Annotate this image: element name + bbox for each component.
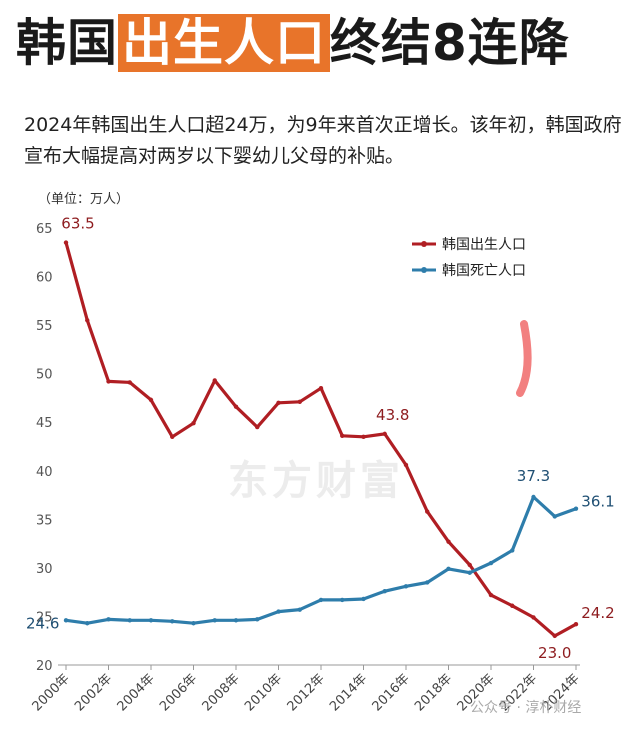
y-tick-label: 65 bbox=[36, 222, 53, 237]
death-point bbox=[552, 514, 557, 519]
death-point bbox=[361, 596, 366, 602]
y-tick-label: 50 bbox=[36, 368, 53, 383]
birth-point bbox=[382, 431, 387, 437]
data-label: 37.3 bbox=[517, 467, 550, 485]
birth-point bbox=[276, 400, 281, 405]
unit-label: （单位：万人） bbox=[38, 192, 130, 207]
title-part2: 终结8连降 bbox=[330, 14, 570, 72]
x-tick-label: 2012年 bbox=[285, 671, 328, 714]
subtitle: 2024年韩国出生人口超24万，为9年来首次正增长。该年初，韩国政府宣布大幅提高… bbox=[24, 114, 622, 167]
death-point bbox=[127, 618, 132, 623]
birth-point bbox=[127, 380, 132, 385]
birth-point bbox=[446, 539, 451, 544]
footer-watermark: 公众号 · 淳朴财经 bbox=[470, 700, 582, 716]
x-tick-label: 2000年 bbox=[30, 671, 73, 714]
death-point bbox=[446, 566, 451, 572]
death-point bbox=[573, 506, 579, 511]
death-point bbox=[212, 618, 217, 623]
data-label: 63.5 bbox=[61, 215, 94, 233]
legend-marker bbox=[421, 267, 427, 273]
birth-point bbox=[488, 592, 494, 598]
birth-point bbox=[106, 379, 111, 384]
y-tick-label: 25 bbox=[36, 610, 53, 625]
x-tick-label: 2004年 bbox=[115, 671, 158, 714]
legend-label: 韩国死亡人口 bbox=[442, 263, 526, 279]
data-label: 36.1 bbox=[581, 493, 614, 511]
highlight-marker-stroke bbox=[516, 320, 532, 397]
birth-point bbox=[531, 615, 536, 620]
x-tick-label: 2006年 bbox=[157, 671, 200, 714]
y-tick-label: 55 bbox=[36, 319, 53, 334]
death-point bbox=[63, 618, 69, 623]
death-point bbox=[510, 548, 515, 553]
birth-point bbox=[233, 404, 239, 409]
death-point bbox=[488, 560, 494, 566]
y-tick-label: 45 bbox=[36, 416, 53, 431]
birth-point bbox=[467, 562, 472, 568]
birth-point bbox=[318, 386, 324, 391]
birth-point bbox=[340, 433, 345, 439]
y-tick-label: 20 bbox=[36, 659, 53, 674]
death-point bbox=[467, 570, 472, 575]
legend-marker bbox=[421, 241, 427, 247]
death-point bbox=[191, 621, 196, 626]
death-point bbox=[340, 597, 345, 603]
x-tick-label: 2014年 bbox=[327, 671, 370, 714]
death-point bbox=[233, 618, 239, 623]
y-tick-label: 30 bbox=[36, 562, 53, 577]
death-point bbox=[425, 580, 430, 585]
watermark: 东方财富 bbox=[228, 458, 404, 504]
birth-point bbox=[403, 462, 409, 468]
birth-point bbox=[552, 633, 557, 639]
birth-point bbox=[510, 603, 515, 608]
death-point bbox=[382, 588, 387, 594]
birth-point bbox=[361, 434, 366, 439]
data-label: 24.6 bbox=[26, 614, 59, 632]
birth-point bbox=[212, 378, 217, 383]
death-series-line bbox=[64, 495, 578, 625]
birth-point bbox=[255, 424, 260, 430]
birth-point bbox=[170, 434, 175, 439]
death-point bbox=[170, 619, 175, 624]
data-label: 24.2 bbox=[581, 604, 614, 622]
death-point bbox=[403, 584, 409, 589]
data-label: 43.8 bbox=[376, 406, 409, 424]
death-point bbox=[85, 621, 90, 626]
death-point bbox=[531, 494, 536, 500]
x-tick-label: 2018年 bbox=[412, 671, 455, 714]
title-highlight: 出生人口 bbox=[118, 14, 330, 72]
death-point bbox=[297, 607, 302, 612]
birth-series-line bbox=[64, 241, 578, 638]
x-tick-label: 2010年 bbox=[242, 671, 285, 714]
y-tick-label: 35 bbox=[36, 513, 53, 528]
birth-point bbox=[148, 397, 154, 403]
death-point bbox=[106, 617, 111, 622]
y-tick-label: 40 bbox=[36, 465, 53, 480]
title-part1: 韩国 bbox=[16, 14, 118, 72]
x-tick-label: 2002年 bbox=[72, 671, 115, 714]
x-tick-label: 2008年 bbox=[200, 671, 243, 714]
birth-point bbox=[85, 318, 90, 323]
legend-label: 韩国出生人口 bbox=[442, 237, 526, 253]
death-point bbox=[255, 617, 260, 622]
birth-point bbox=[297, 399, 302, 405]
data-label: 23.0 bbox=[538, 644, 571, 662]
death-point bbox=[276, 609, 281, 614]
birth-point bbox=[573, 622, 579, 627]
title: 韩国出生人口终结8连降 bbox=[16, 10, 570, 76]
y-tick-label: 60 bbox=[36, 271, 53, 286]
birth-point bbox=[63, 240, 69, 245]
death-point bbox=[318, 597, 324, 603]
death-point bbox=[148, 618, 154, 623]
birth-point bbox=[425, 509, 430, 514]
x-tick-label: 2016年 bbox=[370, 671, 413, 714]
birth-point bbox=[191, 420, 196, 426]
